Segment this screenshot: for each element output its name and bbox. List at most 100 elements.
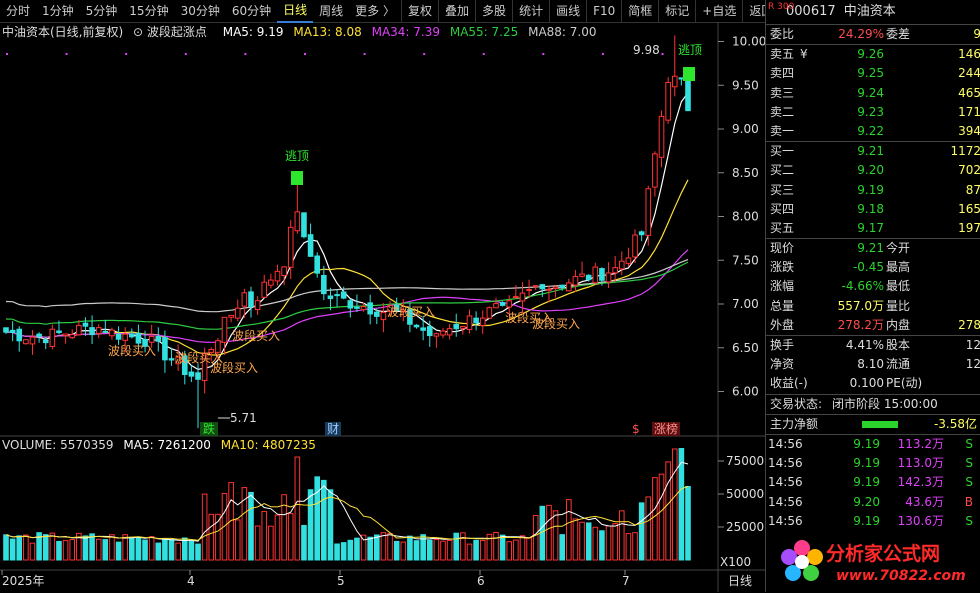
buy-level-label: 买三 xyxy=(770,182,795,197)
buy-level-row: 买三 9.19 87 xyxy=(766,181,980,200)
price-axis-label: 9.50 xyxy=(732,78,759,92)
tab-60min[interactable]: 60分钟 xyxy=(231,4,272,18)
stat-label-2: 最高 xyxy=(886,260,911,275)
tab-30min[interactable]: 30分钟 xyxy=(180,4,220,18)
tab-fenshi[interactable]: 分时 xyxy=(6,4,31,18)
volume-bar xyxy=(122,534,128,561)
candle-down xyxy=(89,327,95,336)
price-axis-label: 6.00 xyxy=(732,385,759,399)
buy-level-row: 买四 9.18 165 xyxy=(766,200,980,219)
buy-level-volume: 165 xyxy=(958,201,980,216)
top-signal-label: 逃顶 xyxy=(285,149,309,163)
candle-up xyxy=(23,339,29,345)
volume-bar xyxy=(566,499,572,561)
volume-bar xyxy=(393,540,400,561)
indicator-name[interactable]: ⊙ 波段起涨点 xyxy=(133,25,207,39)
low-price-label: 5.71 xyxy=(230,411,257,425)
tab-1min[interactable]: 1分钟 xyxy=(42,4,74,18)
candle-down xyxy=(426,326,433,337)
stat-value: 557.0万 xyxy=(837,298,884,313)
main-force-bar xyxy=(862,420,898,428)
buy-orders: 买一 9.21 1172 买二 9.20 702 买三 9.19 87 买四 9.18… xyxy=(766,142,980,238)
tick-price: 9.20 xyxy=(853,494,880,509)
candle-up xyxy=(506,300,513,308)
candle-down xyxy=(142,339,148,347)
candle-up xyxy=(360,306,367,311)
hot-list-badge xyxy=(652,422,680,436)
buy-signal-label: 波段买入 xyxy=(232,328,280,343)
tick-volume: 43.6万 xyxy=(905,494,944,509)
multi-stock-button[interactable]: 多股 xyxy=(475,0,512,22)
volume-bar xyxy=(532,514,539,561)
candle-down xyxy=(367,302,373,315)
volume-bar xyxy=(241,487,248,561)
tab-daily[interactable]: 日线 xyxy=(277,0,314,23)
tab-weekly[interactable]: 周线 xyxy=(319,4,344,18)
volume-bar xyxy=(201,493,208,561)
volume-bar xyxy=(599,530,605,561)
overlay-button[interactable]: 叠加 xyxy=(438,0,475,22)
fuquan-button[interactable]: 复权 xyxy=(401,0,438,22)
tab-more[interactable]: 更多 〉 xyxy=(355,4,396,18)
candle-down xyxy=(420,327,426,331)
price-axis-label: 9.00 xyxy=(732,122,759,136)
candle-down xyxy=(585,274,592,281)
tab-5min[interactable]: 5分钟 xyxy=(85,4,118,18)
volume-bar xyxy=(632,532,638,561)
volume-bar xyxy=(347,539,354,561)
candle-up xyxy=(69,334,76,339)
volume-bar xyxy=(446,539,453,561)
tick-price: 9.19 xyxy=(853,456,880,471)
tick-row: 14:56 9.20 43.6万 B xyxy=(766,493,980,512)
tick-price: 9.19 xyxy=(853,475,880,490)
candle-up xyxy=(380,311,387,321)
add-favorite-button[interactable]: +自选 xyxy=(695,0,742,22)
volume-bar xyxy=(248,491,254,561)
stat-row: 涨跌 -0.45 最高 xyxy=(766,258,980,277)
volume-bar xyxy=(612,523,618,561)
stat-label-2: 股本 xyxy=(886,338,911,352)
candle-down xyxy=(539,284,546,290)
candle-up xyxy=(29,336,36,345)
volume-bar xyxy=(473,539,479,561)
simple-frame-button[interactable]: 简框 xyxy=(621,0,658,22)
indicator-label: 波段起涨点 xyxy=(146,25,207,39)
main-force-row: 主力净额 -3.58亿 xyxy=(766,415,980,434)
statistics-button[interactable]: 统计 xyxy=(512,0,549,22)
sell-level-label: 卖一 xyxy=(770,123,795,138)
volume-bar xyxy=(486,533,493,561)
high-price-label: 9.98 xyxy=(633,43,660,57)
candle-down xyxy=(334,294,340,297)
volume-bar xyxy=(3,534,9,561)
tick-list[interactable]: 14:56 9.19 113.2万 S 14:56 9.19 113.0万 S 14… xyxy=(766,435,980,531)
mark-button[interactable]: 标记 xyxy=(658,0,695,22)
f10-button[interactable]: F10 xyxy=(586,0,621,22)
candle-down xyxy=(453,323,460,330)
buy-level-price: 9.18 xyxy=(857,201,884,216)
kline-chart[interactable]: 10.009.509.008.508.007.507.006.506.00750… xyxy=(0,22,765,592)
price-axis-label: 6.50 xyxy=(732,341,759,355)
volume-bar xyxy=(671,448,678,561)
stat-value: 8.10 xyxy=(857,357,884,372)
candle-up xyxy=(175,356,181,365)
candle-down xyxy=(354,306,360,309)
tick-side: S xyxy=(965,475,973,490)
volume-bar xyxy=(115,541,122,561)
buy-level-row: 买二 9.20 702 xyxy=(766,161,980,180)
draw-line-button[interactable]: 画线 xyxy=(549,0,586,22)
candle-down xyxy=(301,212,307,238)
stat-row: 涨幅 -4.66% 最低 xyxy=(766,277,980,296)
signal-dot xyxy=(244,53,247,55)
candle-up xyxy=(513,296,519,299)
candle-down xyxy=(314,255,321,274)
candle-up xyxy=(400,309,407,312)
volume-bar xyxy=(360,534,367,561)
tab-15min[interactable]: 15分钟 xyxy=(129,4,169,18)
sell-level-row: 卖三 9.24 465 xyxy=(766,84,980,103)
signal-dot xyxy=(661,53,664,55)
ma88-line xyxy=(5,259,689,313)
volume-bar xyxy=(440,540,446,561)
candle-down xyxy=(307,234,314,257)
tick-side: S xyxy=(965,513,973,528)
volume-bar xyxy=(16,535,23,561)
